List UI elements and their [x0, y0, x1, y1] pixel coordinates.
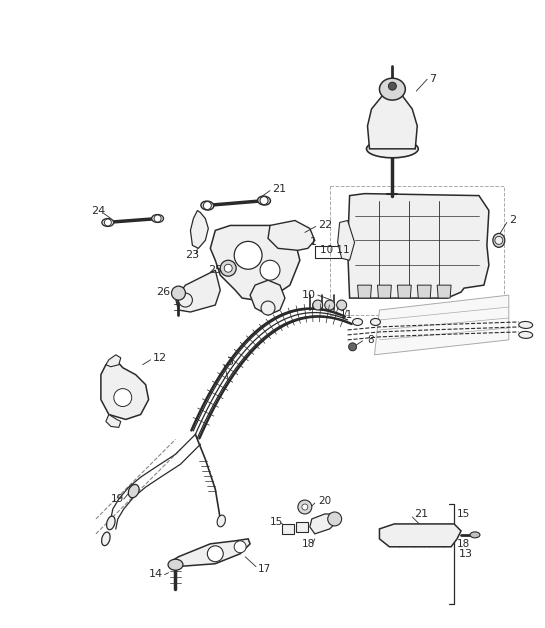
Ellipse shape: [519, 332, 532, 338]
Polygon shape: [367, 86, 417, 149]
Circle shape: [234, 241, 262, 269]
Circle shape: [495, 236, 503, 244]
Text: 12: 12: [153, 353, 167, 363]
Text: 15: 15: [270, 517, 283, 527]
Circle shape: [104, 219, 111, 226]
Polygon shape: [338, 220, 355, 260]
Circle shape: [114, 389, 132, 406]
Polygon shape: [190, 210, 208, 248]
Polygon shape: [379, 524, 461, 547]
Polygon shape: [358, 285, 372, 298]
Ellipse shape: [128, 484, 139, 498]
Ellipse shape: [152, 215, 164, 222]
Text: 25: 25: [208, 265, 222, 275]
Ellipse shape: [379, 78, 405, 100]
Circle shape: [234, 541, 246, 553]
Text: 10 11: 10 11: [320, 246, 349, 256]
Ellipse shape: [201, 201, 214, 210]
Polygon shape: [417, 285, 431, 298]
Ellipse shape: [493, 234, 505, 247]
Circle shape: [389, 82, 396, 90]
Circle shape: [260, 197, 268, 205]
Ellipse shape: [519, 322, 532, 328]
Circle shape: [224, 264, 232, 272]
Circle shape: [298, 500, 312, 514]
Polygon shape: [437, 285, 451, 298]
Text: 23: 23: [185, 251, 199, 260]
Ellipse shape: [102, 219, 114, 227]
Ellipse shape: [371, 318, 380, 325]
Text: 26: 26: [156, 287, 171, 297]
Polygon shape: [106, 355, 121, 367]
Circle shape: [260, 260, 280, 280]
Text: 11: 11: [340, 310, 353, 320]
Circle shape: [325, 300, 335, 310]
Text: 21: 21: [414, 509, 428, 519]
Polygon shape: [378, 285, 391, 298]
Circle shape: [178, 293, 192, 307]
Text: 18: 18: [457, 539, 470, 549]
Text: 3: 3: [226, 357, 233, 367]
Polygon shape: [268, 220, 315, 251]
Polygon shape: [250, 280, 285, 315]
Circle shape: [154, 215, 161, 222]
FancyBboxPatch shape: [296, 522, 308, 532]
Polygon shape: [106, 414, 121, 428]
Circle shape: [328, 512, 342, 526]
Text: 18: 18: [302, 539, 315, 549]
Circle shape: [203, 202, 211, 210]
FancyBboxPatch shape: [282, 524, 294, 534]
Circle shape: [261, 301, 275, 315]
Text: 10: 10: [302, 290, 316, 300]
Polygon shape: [348, 193, 489, 298]
Polygon shape: [210, 225, 300, 300]
Text: 13: 13: [459, 549, 473, 559]
Ellipse shape: [217, 515, 226, 527]
Ellipse shape: [168, 560, 183, 570]
Text: 8: 8: [367, 335, 374, 345]
Text: 20: 20: [318, 496, 331, 506]
Circle shape: [313, 300, 323, 310]
Circle shape: [337, 300, 347, 310]
Polygon shape: [171, 539, 250, 566]
Text: 1: 1: [310, 237, 317, 247]
Ellipse shape: [101, 532, 110, 546]
Text: 15: 15: [457, 509, 470, 519]
Text: 2: 2: [509, 215, 516, 225]
Text: 22: 22: [318, 220, 332, 230]
Circle shape: [220, 260, 236, 276]
Text: 19: 19: [111, 494, 124, 504]
Polygon shape: [175, 270, 220, 312]
Circle shape: [172, 286, 185, 300]
Text: 7: 7: [429, 74, 437, 84]
Polygon shape: [310, 514, 340, 534]
Polygon shape: [101, 360, 149, 420]
Text: 24: 24: [91, 205, 105, 215]
Ellipse shape: [367, 140, 418, 158]
Circle shape: [302, 504, 308, 510]
Circle shape: [207, 546, 223, 561]
Ellipse shape: [470, 532, 480, 538]
Polygon shape: [397, 285, 411, 298]
Ellipse shape: [107, 516, 115, 530]
Text: 17: 17: [258, 564, 271, 574]
Ellipse shape: [353, 318, 362, 325]
Text: 21: 21: [272, 183, 286, 193]
Polygon shape: [374, 295, 509, 355]
Circle shape: [349, 343, 356, 351]
Ellipse shape: [258, 196, 270, 205]
Text: 14: 14: [149, 569, 163, 578]
